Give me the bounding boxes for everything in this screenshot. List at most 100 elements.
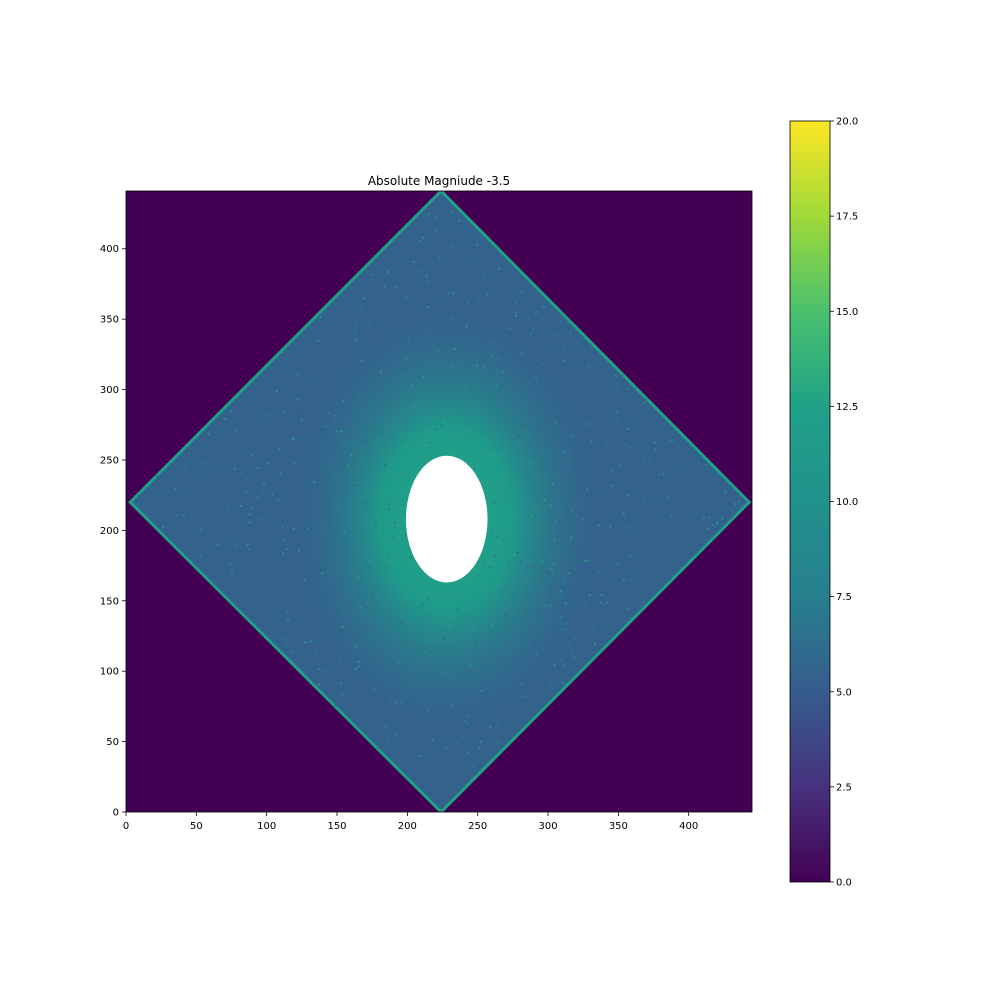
noise-speckle <box>375 490 377 493</box>
y-tick-label: 100 <box>100 667 119 678</box>
noise-speckle <box>304 641 307 644</box>
noise-speckle <box>501 370 504 373</box>
noise-speckle <box>698 462 701 465</box>
noise-speckle <box>501 352 504 355</box>
noise-speckle <box>229 519 232 522</box>
noise-speckle <box>341 677 344 680</box>
noise-speckle <box>662 472 665 475</box>
noise-speckle <box>466 388 469 391</box>
noise-speckle <box>483 562 486 565</box>
noise-speckle <box>438 256 441 259</box>
noise-speckle <box>489 726 492 729</box>
noise-speckle <box>252 423 255 426</box>
noise-speckle <box>734 503 737 505</box>
noise-speckle <box>298 414 301 417</box>
noise-speckle <box>355 645 358 648</box>
noise-speckle <box>431 738 434 741</box>
noise-speckle <box>437 700 440 703</box>
noise-speckle <box>259 611 262 613</box>
noise-speckle <box>383 464 386 467</box>
noise-speckle <box>240 471 243 474</box>
noise-speckle <box>361 458 364 461</box>
noise-speckle <box>570 650 573 653</box>
noise-speckle <box>415 447 418 450</box>
noise-speckle <box>434 215 437 218</box>
noise-speckle <box>335 503 338 506</box>
noise-speckle <box>737 500 740 503</box>
noise-speckle <box>633 492 636 495</box>
noise-speckle <box>363 329 365 332</box>
colorbar: 0.0 2.5 5.0 7.5 10.0 12.5 15.0 17.5 20.0 <box>789 117 858 889</box>
noise-speckle <box>476 244 479 247</box>
noise-speckle <box>401 518 404 521</box>
noise-speckle <box>275 492 278 495</box>
noise-speckle <box>467 714 470 717</box>
noise-speckle <box>492 606 494 609</box>
noise-speckle <box>459 311 462 314</box>
noise-speckle <box>403 650 406 653</box>
noise-speckle <box>183 466 186 469</box>
noise-speckle <box>516 394 519 397</box>
noise-speckle <box>600 593 603 596</box>
noise-speckle <box>575 405 578 408</box>
noise-speckle <box>327 411 330 414</box>
noise-speckle <box>173 496 176 499</box>
noise-speckle <box>457 348 460 351</box>
noise-speckle <box>528 461 530 464</box>
noise-speckle <box>488 599 491 602</box>
noise-speckle <box>624 570 626 573</box>
noise-speckle <box>342 460 345 463</box>
noise-speckle <box>651 518 654 521</box>
noise-speckle <box>526 594 529 596</box>
noise-speckle <box>607 365 610 368</box>
noise-speckle <box>393 536 396 539</box>
noise-speckle <box>265 603 268 606</box>
noise-speckle <box>630 571 633 574</box>
noise-speckle <box>570 627 573 630</box>
noise-speckle <box>422 236 424 239</box>
noise-speckle <box>181 517 184 519</box>
noise-speckle <box>644 501 647 504</box>
noise-speckle <box>563 450 566 453</box>
noise-speckle <box>383 516 386 519</box>
noise-speckle <box>384 744 387 747</box>
noise-speckle <box>383 495 386 498</box>
noise-speckle <box>275 390 278 393</box>
noise-speckle <box>618 388 621 391</box>
noise-speckle <box>323 332 326 335</box>
noise-speckle <box>334 570 337 573</box>
noise-speckle <box>330 312 333 315</box>
noise-speckle <box>404 604 407 607</box>
noise-speckle <box>344 632 347 635</box>
noise-speckle <box>420 635 423 638</box>
noise-speckle <box>352 332 355 335</box>
noise-speckle <box>136 503 139 506</box>
noise-speckle <box>317 617 320 620</box>
noise-speckle <box>341 693 343 696</box>
noise-speckle <box>354 667 357 670</box>
noise-speckle <box>559 616 562 619</box>
noise-speckle <box>425 702 428 705</box>
noise-speckle <box>278 472 281 475</box>
noise-speckle <box>645 398 648 401</box>
noise-speckle <box>458 219 461 222</box>
noise-speckle <box>654 448 657 451</box>
noise-speckle <box>357 665 360 668</box>
noise-speckle <box>507 561 510 564</box>
noise-speckle <box>513 437 516 440</box>
x-tick-label: 400 <box>679 821 698 832</box>
noise-speckle <box>549 620 551 623</box>
noise-speckle <box>705 462 708 465</box>
noise-speckle <box>368 667 370 670</box>
noise-speckle <box>370 675 373 678</box>
noise-speckle <box>192 526 195 528</box>
noise-speckle <box>642 600 645 603</box>
noise-speckle <box>401 698 404 701</box>
noise-speckle <box>538 344 541 347</box>
noise-speckle <box>265 492 267 494</box>
noise-speckle <box>660 498 663 501</box>
noise-speckle <box>587 387 590 390</box>
noise-speckle <box>322 563 325 566</box>
noise-speckle <box>232 432 235 435</box>
noise-speckle <box>350 664 353 667</box>
